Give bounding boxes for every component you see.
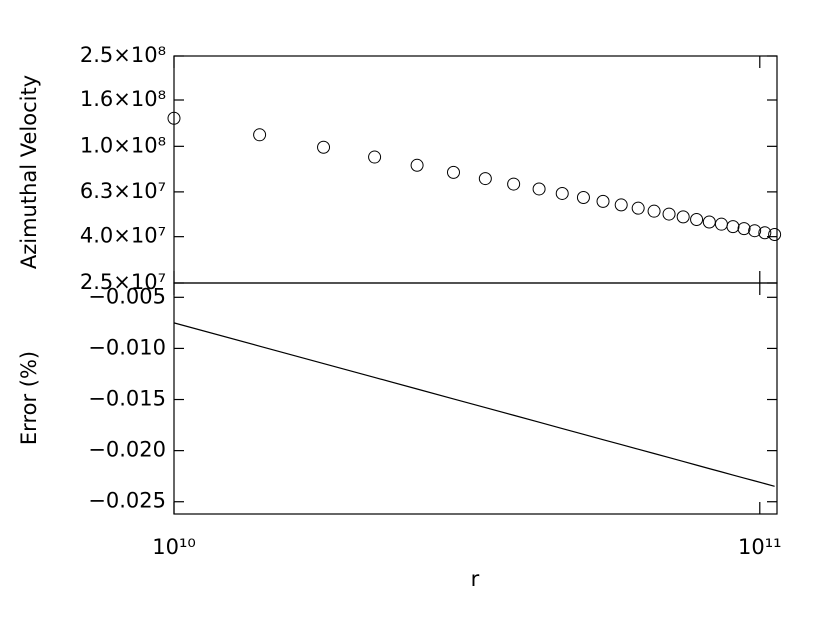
marker [410, 158, 424, 172]
marker [726, 220, 740, 234]
marker [368, 150, 382, 164]
marker [446, 165, 460, 179]
y-axis-label: Error (%) [17, 351, 41, 445]
x-tick-label: 10¹⁰ [152, 535, 196, 559]
x-tick-label: 10¹¹ [738, 535, 782, 559]
marker [596, 194, 610, 208]
marker [614, 198, 628, 212]
y-tick-label: −0.025 [88, 489, 166, 513]
marker [662, 207, 676, 221]
marker [737, 222, 751, 236]
marker [253, 128, 267, 142]
marker [555, 186, 569, 200]
y-tick-label: 6.3×10⁷ [80, 179, 166, 203]
marker [647, 204, 661, 218]
marker [748, 224, 762, 238]
marker [532, 182, 546, 196]
marker [507, 177, 521, 191]
y-tick-label: −0.015 [88, 387, 166, 411]
bottom-frame [173, 282, 778, 515]
marker [702, 215, 716, 229]
y-tick-label: 4.0×10⁷ [80, 224, 166, 248]
marker [768, 227, 782, 241]
x-axis-label: r [471, 567, 480, 591]
y-tick-label: 2.5×10⁸ [80, 43, 166, 67]
marker [758, 226, 772, 240]
marker [167, 111, 181, 125]
marker [631, 201, 645, 215]
marker [676, 210, 690, 224]
y-axis-label: Azimuthal Velocity [17, 75, 41, 269]
marker [576, 191, 590, 205]
marker [714, 217, 728, 231]
marker [690, 213, 704, 227]
y-tick-label: 1.0×10⁸ [80, 133, 166, 157]
y-tick-label: −0.005 [88, 284, 166, 308]
y-tick-label: 1.6×10⁸ [80, 87, 166, 111]
y-tick-label: −0.010 [88, 335, 166, 359]
top-frame [173, 55, 778, 284]
marker [317, 140, 331, 154]
marker [478, 172, 492, 186]
data-line [173, 322, 775, 487]
y-tick-label: 2.5×10⁷ [80, 270, 166, 294]
y-tick-label: −0.020 [88, 438, 166, 462]
